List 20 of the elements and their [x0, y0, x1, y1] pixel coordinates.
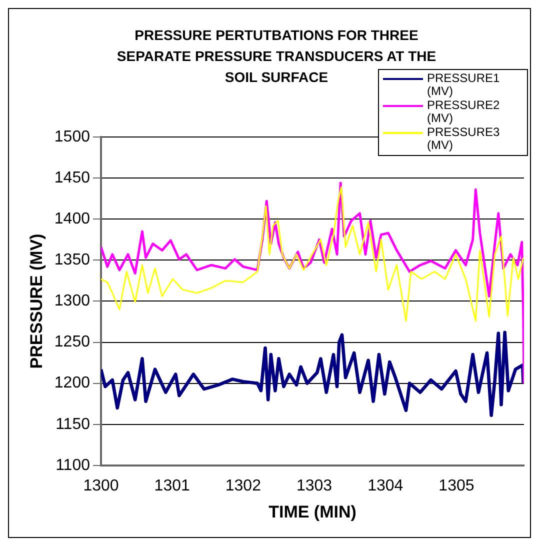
- y-tick-label: 1300: [54, 292, 90, 310]
- y-tick-label: 1400: [54, 210, 90, 228]
- x-tick-label: 1301: [154, 477, 190, 494]
- legend-label: PRESSURE3 (MV): [427, 125, 501, 152]
- x-tick-label: 1300: [83, 477, 119, 494]
- x-tick-label: 1305: [438, 477, 474, 494]
- x-tick-label: 1304: [368, 477, 404, 494]
- x-tick-label: 1302: [225, 477, 262, 494]
- y-axis-title: PRESSURE (MV): [26, 234, 46, 369]
- x-axis-title: TIME (MIN): [268, 502, 356, 522]
- x-tick-label: 1303: [296, 477, 332, 494]
- y-tick-label: 1500: [54, 128, 90, 146]
- y-tick-label: 1100: [56, 456, 90, 474]
- y-tick-label: 1250: [54, 334, 90, 351]
- y-tick-label: 1350: [54, 252, 90, 269]
- y-tick-label: 1150: [56, 416, 90, 433]
- legend-label: PRESSURE1 (MV): [427, 71, 501, 98]
- y-tick-label: 1450: [54, 169, 90, 186]
- y-tick-label: 1200: [54, 374, 90, 392]
- legend-label: PRESSURE2 (MV): [427, 98, 501, 125]
